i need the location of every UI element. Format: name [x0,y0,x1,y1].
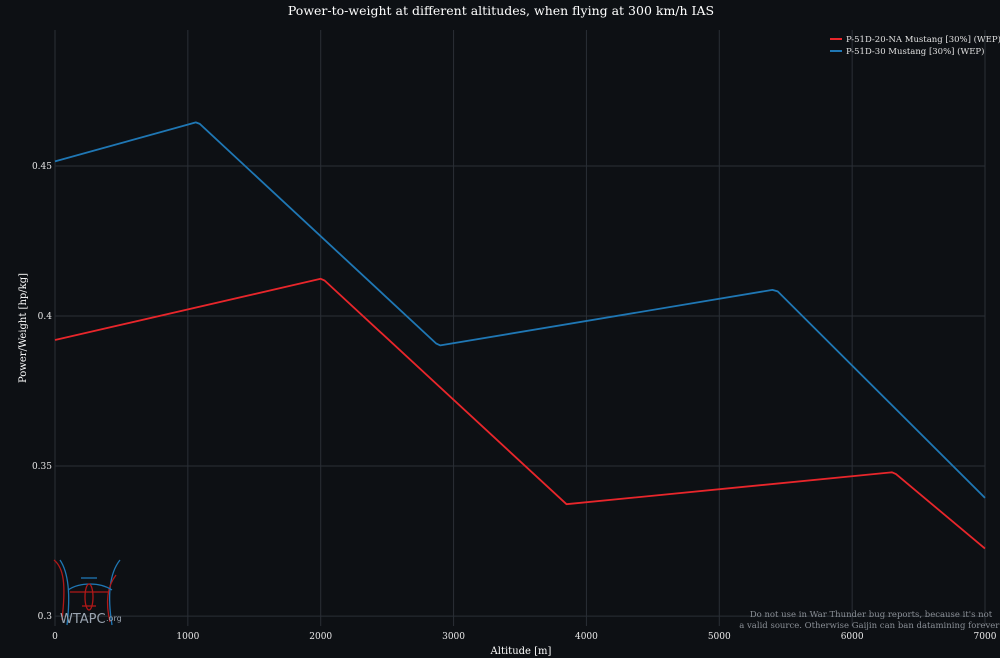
x-tick-label: 7000 [974,632,997,642]
axes: 0 1000 2000 3000 4000 5000 6000 7000 0.3 0.35 0.4 0… [32,162,997,642]
legend-label-p51d-30[interactable]: P-51D-30 Mustang [30%] (WEP) [846,46,984,57]
x-tick-label: 6000 [841,632,864,642]
series-line-p51d-20[interactable] [54,277,986,550]
y-tick-label: 0.3 [38,612,53,622]
y-tick-label: 0.45 [32,162,52,172]
legend-label-p51d-20[interactable]: P-51D-20-NA Mustang [30%] (WEP) [846,34,1000,45]
grid [54,30,986,626]
y-tick-label: 0.35 [32,462,52,472]
series-layer [54,121,986,550]
disclaimer-line-1: Do not use in War Thunder bug reports, b… [750,610,993,620]
series-line-p51d-30[interactable] [54,121,986,499]
x-tick-label: 2000 [309,632,332,642]
x-tick-label: 1000 [176,632,199,642]
watermark-logo: WTAPC .org [53,559,122,627]
x-tick-label: 0 [52,632,58,642]
legend[interactable]: P-51D-20-NA Mustang [30%] (WEP) P-51D-30… [830,34,1000,57]
disclaimer-line-2: a valid source. Otherwise Gaijin can ban… [739,621,1000,631]
watermark-logo-text: WTAPC [60,612,106,627]
y-tick-label: 0.4 [38,312,53,322]
chart-title: Power-to-weight at different altitudes, … [288,3,714,18]
x-axis-title: Altitude [m] [490,646,552,657]
watermark-logo-suffix: .org [106,614,122,623]
x-tick-label: 5000 [708,632,731,642]
y-axis-title: Power/Weight [hp/kg] [18,273,29,383]
x-tick-label: 4000 [575,632,598,642]
x-tick-label: 3000 [442,632,465,642]
